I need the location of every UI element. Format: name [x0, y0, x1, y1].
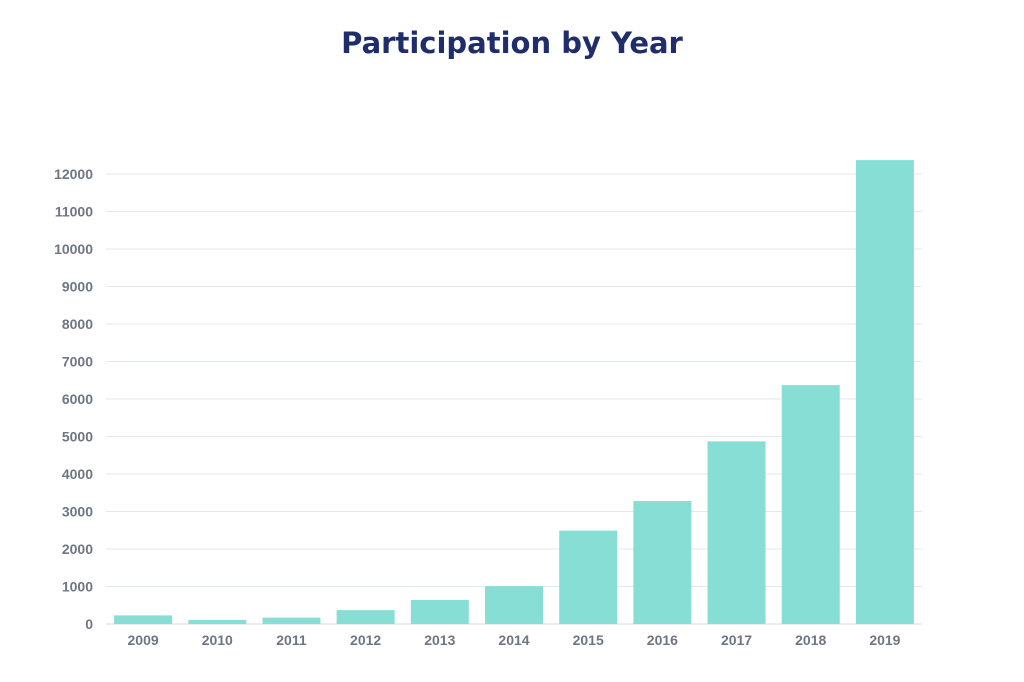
- y-tick-label: 2000: [62, 541, 93, 557]
- y-tick-label: 5000: [62, 429, 93, 445]
- y-tick-label: 7000: [62, 354, 93, 370]
- x-tick-label: 2015: [573, 632, 604, 648]
- bar-2017: [707, 441, 766, 624]
- y-tick-label: 3000: [62, 504, 93, 520]
- y-tick-label: 10000: [54, 241, 93, 257]
- x-tick-label: 2013: [424, 632, 455, 648]
- x-tick-label: 2014: [498, 632, 529, 648]
- x-tick-label: 2017: [721, 632, 752, 648]
- bar-2014: [485, 586, 543, 624]
- x-tick-label: 2016: [647, 632, 678, 648]
- y-tick-label: 4000: [62, 466, 93, 482]
- chart-title: Participation by Year: [341, 26, 683, 60]
- y-axis-ticks: 0 1000 2000 3000 4000 5000 6000 7000 8000 9000 100…: [54, 166, 93, 632]
- bars: [114, 160, 914, 624]
- bar-2018: [781, 385, 840, 624]
- x-tick-label: 2010: [202, 632, 233, 648]
- bar-2012: [336, 610, 395, 624]
- bar-2019: [855, 160, 914, 624]
- y-tick-label: 6000: [62, 391, 93, 407]
- x-axis-ticks: 2009 2010 2011 2012 2013 2014 2015 2016 2017 2018…: [128, 632, 901, 648]
- y-tick-label: 1000: [62, 579, 93, 595]
- x-tick-label: 2019: [869, 632, 900, 648]
- bar-2015: [559, 530, 618, 624]
- x-tick-label: 2011: [276, 632, 307, 648]
- bar-2011: [262, 617, 321, 624]
- bar-2009: [114, 615, 173, 624]
- x-tick-label: 2012: [350, 632, 381, 648]
- x-tick-label: 2009: [128, 632, 159, 648]
- y-tick-label: 12000: [54, 166, 93, 182]
- y-tick-label: 9000: [62, 279, 93, 295]
- bar-2010: [188, 619, 247, 624]
- bar-2013: [410, 600, 469, 624]
- y-tick-label: 8000: [62, 316, 93, 332]
- y-tick-label: 0: [85, 616, 93, 632]
- bar-2016: [633, 501, 692, 624]
- x-tick-label: 2018: [795, 632, 826, 648]
- y-tick-label: 11000: [55, 204, 93, 220]
